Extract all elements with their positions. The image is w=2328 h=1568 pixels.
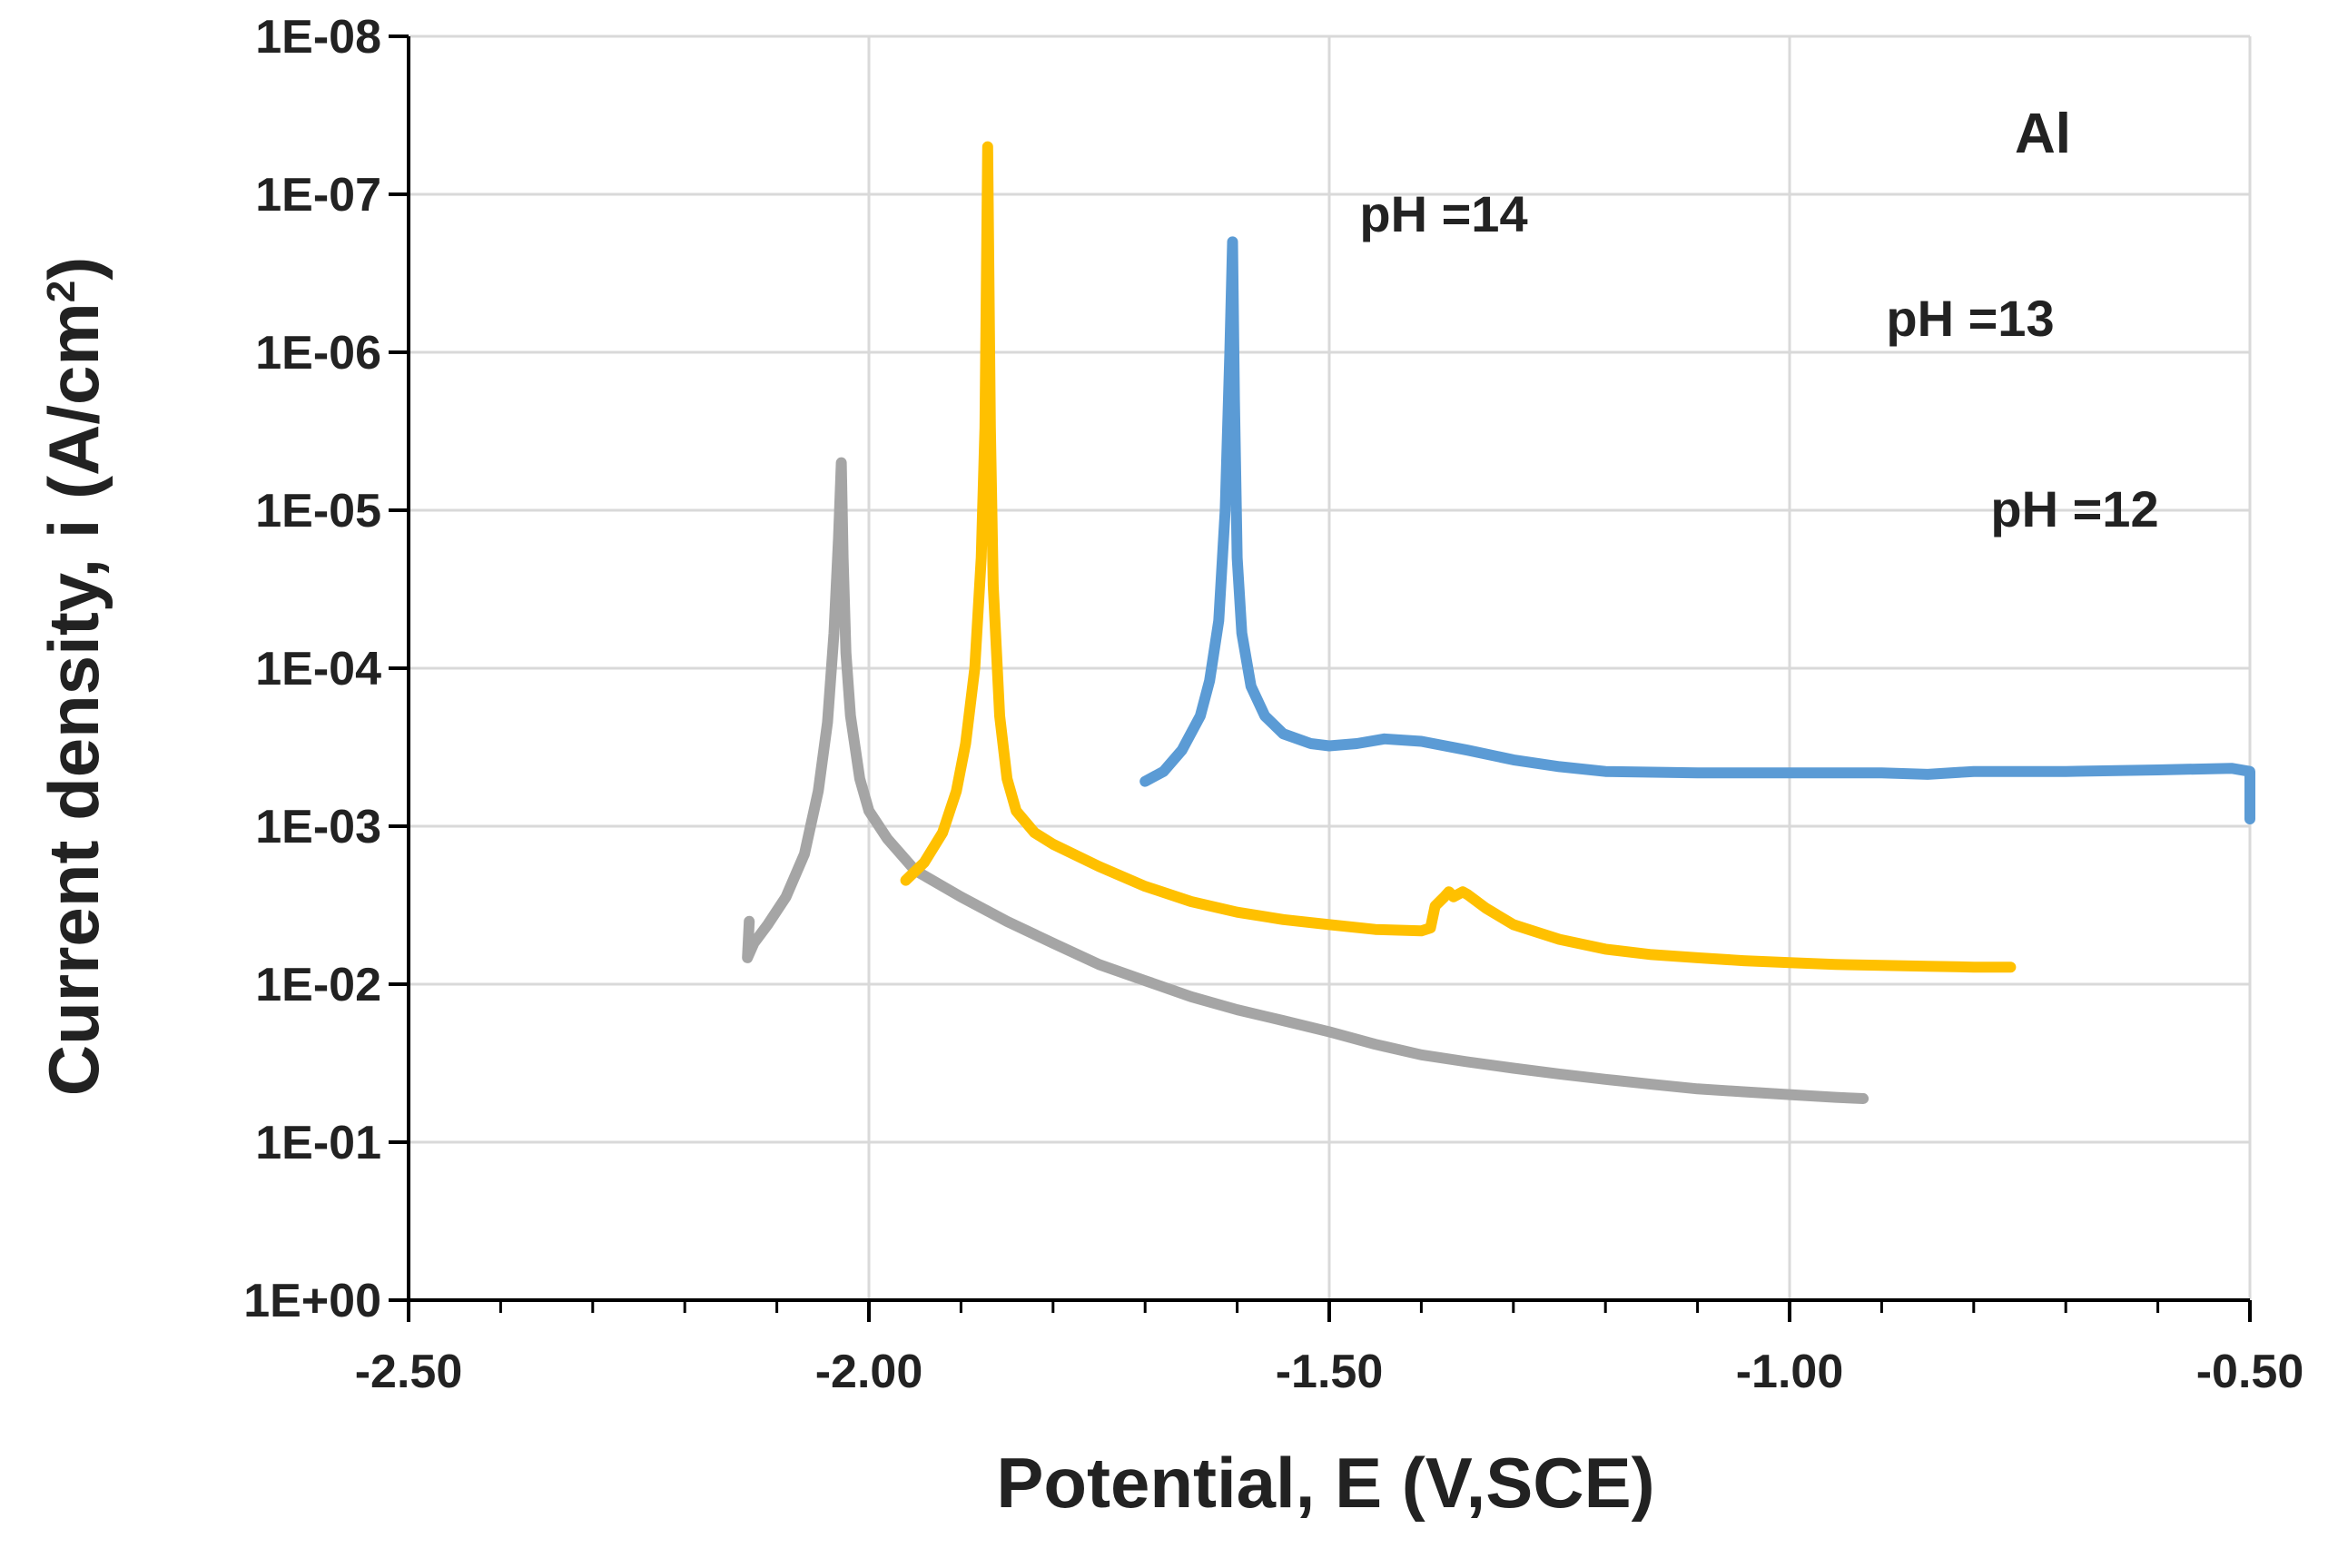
series-layer bbox=[742, 141, 2255, 1104]
y-axis-title-superscript: 2 bbox=[39, 281, 84, 302]
grid-layer bbox=[407, 35, 2252, 1302]
y-axis-title: Current density, i (A/cm2) bbox=[34, 257, 113, 1097]
series-label-ph14: pH =14 bbox=[1359, 185, 1527, 242]
label-layer: Al Potential, E (V,SCE) Current density,… bbox=[34, 103, 2159, 1523]
series-label-ph12: pH =12 bbox=[1990, 480, 2158, 537]
y-tick-label: 1E-05 bbox=[255, 485, 381, 537]
x-tick-label: -0.50 bbox=[2196, 1346, 2304, 1398]
axis-layer: 1E+00 1E-01 1E-02 1E-03 1E-04 1E-05 1E-06 1E-07… bbox=[243, 11, 2303, 1398]
series-line-ph14 bbox=[742, 457, 1869, 1104]
y-tick-label: 1E-04 bbox=[255, 643, 381, 695]
y-tick-label: 1E-07 bbox=[255, 169, 381, 222]
y-tick-label: 1E-08 bbox=[255, 11, 381, 64]
series-line-ph13 bbox=[900, 141, 2017, 973]
series-label-ph13: pH =13 bbox=[1886, 290, 2054, 347]
x-axis-title: Potential, E (V,SCE) bbox=[996, 1443, 1654, 1523]
y-tick-label: 1E-01 bbox=[255, 1117, 381, 1169]
panel-annotation: Al bbox=[2015, 103, 2071, 165]
x-tick-label: -2.50 bbox=[355, 1346, 463, 1398]
x-tick-label: -2.00 bbox=[815, 1346, 923, 1398]
y-axis-title-main: Current density, i (A/cm bbox=[34, 302, 113, 1096]
y-tick-label: 1E-06 bbox=[255, 327, 381, 380]
y-tick-label: 1E-02 bbox=[255, 959, 381, 1011]
series-line-ph12 bbox=[1139, 236, 2255, 824]
x-tick-label: -1.50 bbox=[1276, 1346, 1384, 1398]
y-tick-label: 1E-03 bbox=[255, 801, 381, 853]
x-tick-label: -1.00 bbox=[1736, 1346, 1844, 1398]
y-axis-title-close: ) bbox=[34, 257, 113, 281]
y-tick-label: 1E+00 bbox=[243, 1275, 381, 1327]
